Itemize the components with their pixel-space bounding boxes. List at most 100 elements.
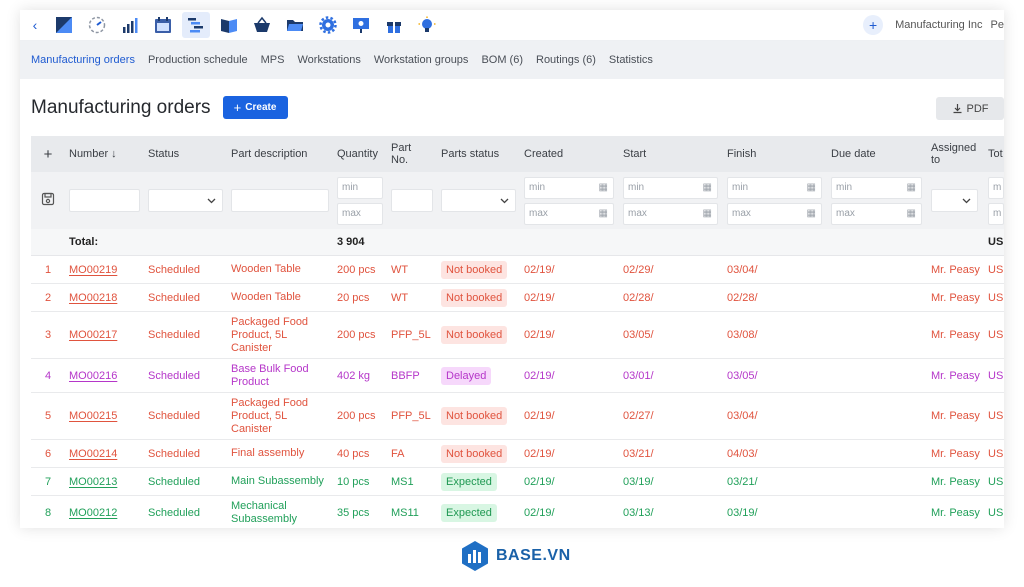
parts-status-badge: Not booked — [441, 444, 508, 463]
total-cut: US — [988, 291, 1004, 304]
table-row[interactable]: 3 MO00217 Scheduled Packaged Food Product, 5… — [31, 312, 1004, 359]
col-start[interactable]: Start — [623, 148, 647, 160]
finish-date: 03/21/ — [727, 475, 758, 488]
table-row[interactable]: 7 MO00213 Scheduled Main Subassembly 10 pcs M… — [31, 468, 1004, 496]
tab-statistics[interactable]: Statistics — [608, 54, 653, 66]
filter-due-min[interactable]: min ▦ — [831, 176, 922, 199]
col-created[interactable]: Created — [524, 148, 564, 160]
order-status: Scheduled — [148, 329, 200, 341]
order-number-link[interactable]: MO00218 — [69, 291, 118, 304]
part-description-line: Canister — [231, 422, 272, 435]
table-row[interactable]: 5 MO00215 Scheduled Packaged Food Product, 5… — [31, 393, 1004, 440]
table-header: + Number ↓ Status Part description Quant… — [31, 136, 1004, 172]
filter-quantity-min[interactable]: min — [337, 176, 383, 199]
user-menu[interactable]: Pe — [990, 19, 1004, 31]
filter-finish-min[interactable]: min ▦ — [727, 176, 822, 199]
col-total[interactable]: Tot — [988, 148, 1003, 160]
col-part-no-line2: No. — [391, 154, 409, 166]
filter-created-max[interactable]: max ▦ — [524, 202, 614, 225]
filter-created-min[interactable]: min ▦ — [524, 176, 614, 199]
filter-due-max[interactable]: max ▦ — [831, 202, 922, 225]
table-row[interactable]: 6 MO00214 Scheduled Final assembly 40 pcs FA N… — [31, 440, 1004, 468]
filter-total-min[interactable]: m — [988, 176, 1004, 199]
part-no: WT — [391, 291, 409, 304]
filter-part-no-input[interactable] — [391, 189, 433, 212]
finish-date: 03/05/ — [727, 369, 758, 382]
tab-manufacturing-orders[interactable]: Manufacturing orders — [31, 54, 135, 66]
start-date: 03/05/ — [623, 329, 654, 341]
folder-icon[interactable] — [281, 12, 309, 38]
gear-icon[interactable] — [314, 12, 342, 38]
start-date: 03/21/ — [623, 447, 654, 460]
parts-status-badge: Not booked — [441, 407, 508, 425]
filter-due-min-text: min — [836, 182, 853, 193]
presentation-icon[interactable] — [347, 12, 375, 38]
part-description-line: Final assembly — [231, 447, 305, 459]
tab-workstation-groups[interactable]: Workstation groups — [373, 54, 469, 66]
filter-assigned-select[interactable] — [931, 189, 978, 212]
tile-icon[interactable] — [50, 12, 78, 38]
row-index: 3 — [44, 329, 52, 341]
col-part-no[interactable]: Part No. — [387, 142, 437, 166]
table-row[interactable]: 4 MO00216 Scheduled Base Bulk Food Product 40… — [31, 359, 1004, 393]
col-due-date[interactable]: Due date — [831, 148, 876, 160]
add-button[interactable]: + — [863, 15, 884, 35]
filter-number-input[interactable] — [69, 189, 140, 212]
row-index: 7 — [44, 475, 52, 488]
pdf-button[interactable]: PDF — [936, 97, 1004, 120]
filter-status-select[interactable] — [148, 189, 223, 212]
table-row[interactable]: 8 MO00212 Scheduled Mechanical Subassembly 35… — [31, 496, 1004, 528]
save-filter-icon[interactable] — [31, 192, 65, 209]
total-cut: US — [988, 410, 1004, 422]
company-name[interactable]: Manufacturing Inc — [895, 19, 983, 31]
filter-finish-max[interactable]: max ▦ — [727, 202, 822, 225]
calendar-icon[interactable] — [149, 12, 177, 38]
filter-part-description-input[interactable] — [231, 189, 329, 212]
order-number-link[interactable]: MO00216 — [69, 369, 118, 382]
order-number-link[interactable]: MO00217 — [69, 329, 118, 341]
dashboard-icon[interactable] — [83, 12, 111, 38]
created-date: 02/19/ — [524, 447, 555, 460]
part-description-line: Product — [231, 375, 269, 388]
basket-icon[interactable] — [248, 12, 276, 38]
order-number-link[interactable]: MO00213 — [69, 475, 118, 488]
filter-total-max[interactable]: m — [988, 202, 1004, 225]
tab-bom[interactable]: BOM (6) — [481, 54, 523, 66]
filter-start-min[interactable]: min ▦ — [623, 176, 718, 199]
assigned-to: Mr. Peasy — [931, 447, 980, 460]
bar-chart-icon[interactable] — [116, 12, 144, 38]
part-description-line: Mechanical — [231, 499, 287, 512]
tab-production-schedule[interactable]: Production schedule — [147, 54, 248, 66]
table-row[interactable]: 1 MO00219 Scheduled Wooden Table 200 pcs WT No… — [31, 256, 1004, 284]
col-finish[interactable]: Finish — [727, 148, 757, 160]
lightbulb-icon[interactable] — [413, 12, 441, 38]
order-number-link[interactable]: MO00219 — [69, 263, 118, 276]
filter-start-max[interactable]: max ▦ — [623, 202, 718, 225]
assigned-to: Mr. Peasy — [931, 506, 980, 519]
filter-quantity-max[interactable]: max — [337, 202, 383, 225]
col-assigned-to[interactable]: Assigned to — [927, 142, 984, 166]
filter-parts-status-select[interactable] — [441, 189, 516, 212]
col-parts-status[interactable]: Parts status — [441, 148, 500, 160]
part-description: Wooden Table — [227, 263, 333, 276]
filter-finish-max-text: max — [732, 208, 751, 219]
col-quantity[interactable]: Quantity — [337, 148, 378, 160]
gift-icon[interactable] — [380, 12, 408, 38]
back-button[interactable]: ‹ — [32, 17, 38, 33]
create-button[interactable]: + Create — [222, 96, 288, 119]
download-icon — [953, 104, 961, 114]
order-number-link[interactable]: MO00212 — [69, 506, 118, 519]
add-column-button[interactable]: + — [43, 145, 53, 163]
finish-date: 03/19/ — [727, 506, 758, 519]
col-part-description[interactable]: Part description — [231, 148, 308, 160]
tab-workstations[interactable]: Workstations — [297, 54, 361, 66]
tab-mps[interactable]: MPS — [260, 54, 285, 66]
col-number[interactable]: Number ↓ — [69, 148, 117, 160]
tab-routings[interactable]: Routings (6) — [536, 54, 596, 66]
order-number-link[interactable]: MO00215 — [69, 410, 118, 422]
col-status[interactable]: Status — [148, 148, 180, 160]
gantt-icon[interactable] — [182, 12, 210, 38]
book-icon[interactable] — [215, 12, 243, 38]
table-row[interactable]: 2 MO00218 Scheduled Wooden Table 20 pcs WT Not… — [31, 284, 1004, 312]
order-number-link[interactable]: MO00214 — [69, 447, 118, 460]
